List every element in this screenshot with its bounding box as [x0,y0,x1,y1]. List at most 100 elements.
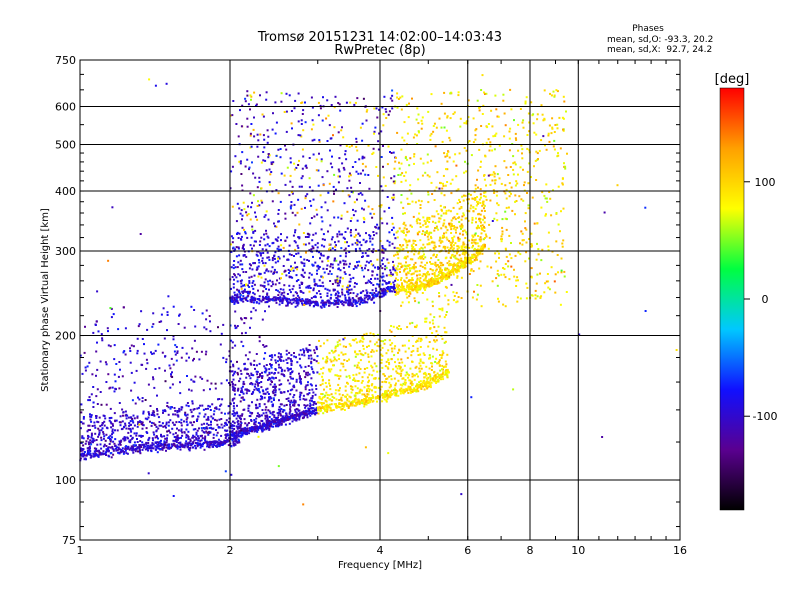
data-point [315,300,318,303]
data-point [382,291,385,294]
data-point [232,434,235,437]
data-point [242,245,245,247]
data-point [196,435,199,438]
data-point [338,170,341,173]
data-point [384,290,386,293]
data-point [471,253,474,256]
data-point [230,433,233,436]
data-point [365,296,368,299]
data-point [231,427,234,430]
data-point [284,144,286,147]
data-point [167,447,170,450]
data-point [177,414,180,417]
data-point [273,354,276,357]
data-point [335,301,338,304]
data-point [397,247,400,250]
data-point [438,359,441,362]
data-point [239,414,242,417]
data-point [479,221,482,224]
data-point [475,221,477,224]
data-point [247,290,250,293]
data-point [463,229,466,232]
data-point [108,449,110,452]
data-point [376,293,379,296]
data-point [261,295,264,298]
data-point [355,402,357,405]
data-point [337,240,340,243]
data-point [309,287,312,289]
data-point [461,233,464,236]
data-point [257,426,260,429]
data-point [278,383,281,386]
data-point [112,440,115,443]
data-point [166,434,169,437]
data-point [302,411,305,414]
data-point [423,219,426,222]
data-point [272,389,275,392]
data-point [232,410,235,413]
data-point [388,386,391,389]
data-point [236,441,239,444]
data-point [424,222,427,225]
data-point [242,271,245,273]
data-point [336,297,339,300]
data-point [274,368,277,371]
data-point [535,133,538,136]
data-point [356,364,359,367]
data-point [266,426,269,428]
data-point [111,433,113,436]
data-point [348,395,351,398]
data-point [234,266,237,269]
data-point [392,325,395,328]
data-point [262,134,265,137]
data-point [395,370,398,373]
data-point [300,366,303,369]
data-point [287,369,290,372]
data-point [310,399,313,402]
data-point [317,362,320,365]
data-point [171,444,174,447]
data-point [319,293,322,295]
data-point [401,286,404,289]
data-point [456,252,458,255]
data-point [358,390,361,393]
data-point [352,379,355,381]
data-point [551,250,554,253]
data-point [466,198,469,201]
data-point [450,223,453,226]
data-point [443,236,445,239]
data-point [265,411,268,414]
data-point [371,270,374,273]
data-point [249,218,252,221]
data-point [353,400,356,403]
data-point [366,249,369,252]
data-point [334,349,337,352]
data-point [370,292,373,295]
data-point [344,296,347,299]
data-point [338,377,341,380]
data-point [423,287,426,290]
data-point [140,434,142,437]
data-point [268,396,270,399]
data-point [378,285,381,288]
data-point [272,161,275,164]
data-point [314,408,317,411]
data-point [318,266,321,268]
data-point [424,317,427,320]
data-point [521,121,524,124]
data-point [266,235,269,238]
data-point [305,286,308,289]
data-point [273,416,276,419]
data-point [396,372,399,375]
data-point [231,424,234,427]
data-point [237,367,240,370]
data-point [358,350,361,352]
data-point [450,228,453,231]
data-point [401,391,404,394]
data-point [218,408,221,411]
data-point [472,244,474,247]
data-point [481,247,484,250]
data-point [439,270,442,273]
data-point [267,236,270,239]
data-point [413,378,416,381]
